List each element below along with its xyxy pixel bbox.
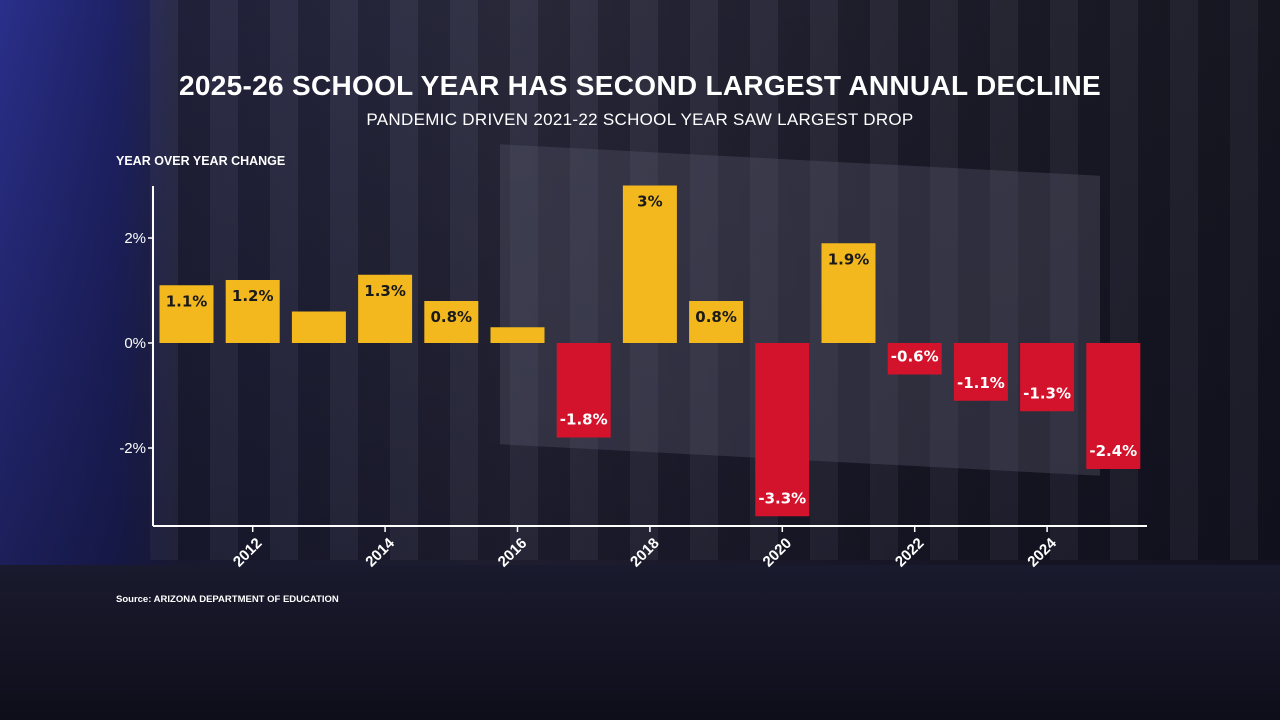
bars-group (159, 185, 1141, 517)
source-note: Source: ARIZONA DEPARTMENT OF EDUCATION (116, 594, 339, 605)
bar-2025 (1086, 343, 1141, 469)
data-label-2020: -3.3% (758, 489, 806, 507)
x-tick-label: 2014 (362, 534, 398, 570)
data-label-2011: 1.1% (166, 292, 208, 310)
data-label-2014: 1.3% (364, 282, 406, 300)
chart-title: 2025-26 SCHOOL YEAR HAS SECOND LARGEST A… (179, 70, 1101, 101)
data-label-2012: 1.2% (232, 287, 274, 305)
bar-2021 (821, 243, 876, 343)
bar-2023 (953, 343, 1008, 401)
x-tick-label: 2018 (627, 535, 663, 571)
y-tick-label: -2% (119, 440, 146, 457)
x-tick-label: 2016 (495, 535, 531, 571)
data-label-2024: -1.3% (1023, 384, 1071, 402)
bar-2020 (755, 343, 810, 517)
bar-2019 (689, 301, 744, 343)
y-tick-label: 0% (124, 335, 146, 352)
x-tick-label: 2020 (760, 535, 796, 571)
data-label-2022: -0.6% (891, 348, 939, 366)
x-tick-label: 2022 (892, 535, 928, 571)
bar-2011 (159, 285, 214, 343)
data-label-2025: -2.4% (1089, 442, 1137, 460)
data-label-2023: -1.1% (957, 374, 1005, 392)
bar-2015 (424, 301, 479, 343)
data-label-2018: 3% (637, 193, 662, 211)
data-label-2015: 0.8% (430, 308, 472, 326)
bar-2024 (1020, 343, 1075, 412)
data-label-2021: 1.9% (828, 250, 870, 268)
data-labels-group: 1.1% 1.2% 1.3% 0.8% -1.8% 3% 0.8% -3.3% 1.9% -0.6… (166, 193, 1138, 508)
bar-2012 (225, 280, 280, 343)
data-label-2019: 0.8% (695, 308, 737, 326)
x-tick-label: 2012 (230, 535, 266, 571)
chart-subtitle: PANDEMIC DRIVEN 2021-22 SCHOOL YEAR SAW … (366, 110, 914, 129)
bar-2014 (358, 274, 413, 343)
y-axis-label: YEAR OVER YEAR CHANGE (116, 154, 286, 168)
bar-2018 (622, 185, 677, 343)
bar-2013 (291, 311, 346, 343)
y-tick-label: 2% (124, 230, 146, 247)
data-label-2017: -1.8% (560, 411, 608, 429)
background-ground (0, 565, 1280, 720)
bar-2016 (490, 327, 545, 343)
bar-2022 (887, 343, 942, 375)
bar-2017 (556, 343, 611, 438)
x-tick-label: 2024 (1024, 534, 1060, 570)
